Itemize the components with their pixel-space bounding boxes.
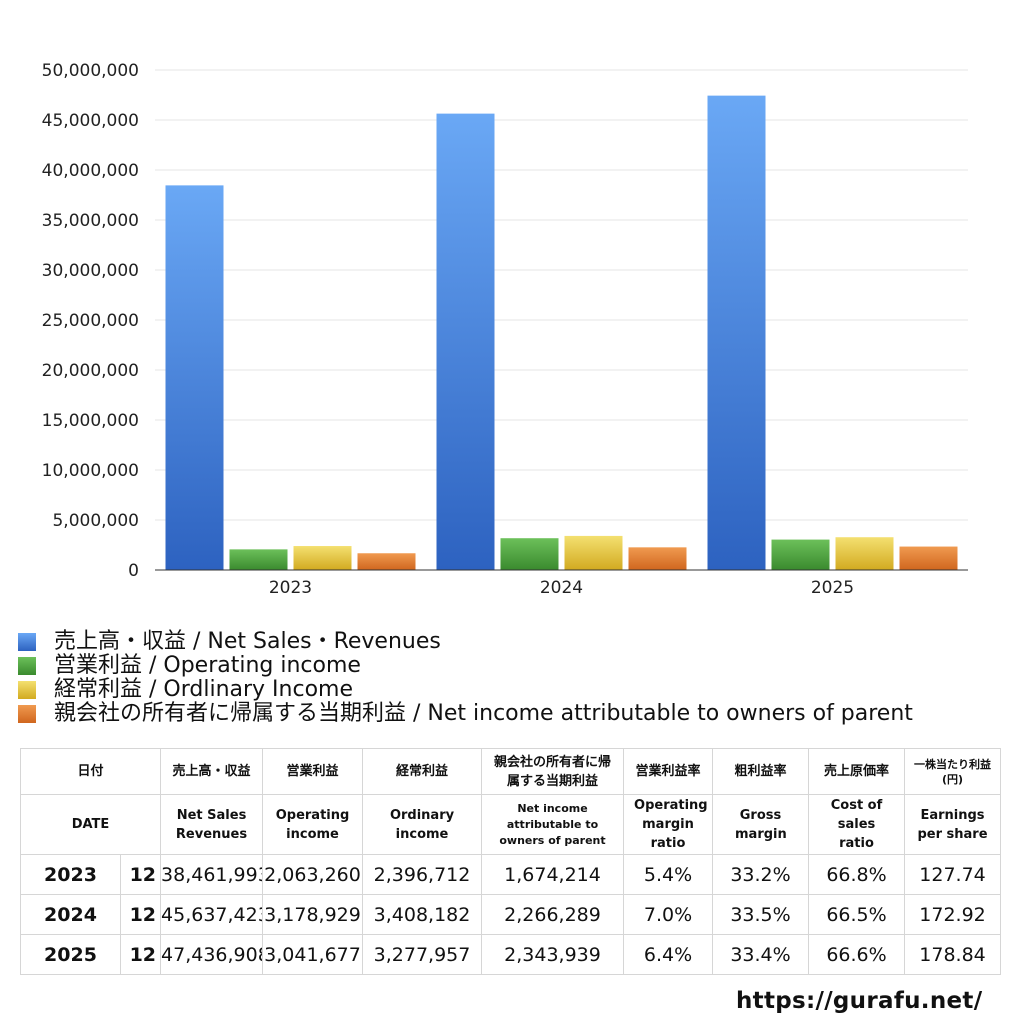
table-row: 2023 12 38,461,993 2,063,260 2,396,712 1… [20, 854, 1002, 895]
table-row: 2024 12 45,637,423 3,178,929 3,408,182 2… [20, 894, 1002, 935]
value-cell: 45,637,423 [160, 894, 264, 935]
value-cell: 5.4% [623, 854, 714, 895]
month-cell: 12 [119, 934, 162, 975]
bar [771, 539, 830, 570]
y-tick-label: 25,000,000 [42, 311, 139, 331]
value-cell: 178.84 [904, 934, 1002, 975]
legend-item-operating-income: 営業利益 / Operating income [18, 654, 913, 678]
value-cell: 3,178,929 [262, 894, 364, 935]
header-cell: 売上原価率 [808, 748, 906, 795]
header-cell: 日付 [19, 748, 162, 795]
legend-label: 営業利益 / Operating income [54, 653, 361, 678]
header-cell: Operating income [262, 794, 364, 855]
y-tick-label: 10,000,000 [42, 461, 139, 481]
value-cell: 3,041,677 [262, 934, 364, 975]
financial-table: 日付 売上高・収益 営業利益 経常利益 親会社の所有者に帰属する当期利益 営業利… [19, 748, 1002, 975]
value-cell: 66.6% [808, 934, 906, 975]
bar [229, 549, 288, 570]
legend-item-revenues: 売上高・収益 / Net Sales・Revenues [18, 630, 913, 654]
value-cell: 2,063,260 [262, 854, 364, 895]
bar [835, 537, 894, 570]
bar [500, 538, 559, 570]
legend-swatch [18, 681, 36, 699]
value-cell: 66.5% [808, 894, 906, 935]
legend-item-ordinary-income: 経常利益 / Ordlinary Income [18, 678, 913, 702]
x-axis-ticks: 2023 2024 2025 [269, 578, 854, 598]
legend-label: 経常利益 / Ordlinary Income [54, 677, 353, 702]
y-tick-label: 5,000,000 [52, 511, 139, 531]
x-tick-label: 2024 [540, 578, 583, 598]
value-cell: 38,461,993 [160, 854, 264, 895]
value-cell: 3,408,182 [362, 894, 483, 935]
table-header-en: DATE Net Sales Revenues Operating income… [19, 794, 1002, 855]
header-cell: 営業利益 [262, 748, 364, 795]
bar [564, 535, 623, 570]
bar [899, 546, 958, 570]
header-cell: Gross margin [712, 794, 810, 855]
header-cell: Operating margin ratio [623, 794, 714, 855]
legend-label: 親会社の所有者に帰属する当期利益 / Net income attributab… [54, 701, 913, 726]
year-cell: 2023 [20, 854, 121, 895]
value-cell: 6.4% [623, 934, 714, 975]
value-cell: 2,343,939 [481, 934, 625, 975]
legend-label: 売上高・収益 / Net Sales・Revenues [54, 629, 441, 654]
bar [357, 553, 416, 570]
bars [165, 95, 958, 571]
value-cell: 127.74 [904, 854, 1002, 895]
value-cell: 66.8% [808, 854, 906, 895]
value-cell: 33.5% [712, 894, 810, 935]
value-cell: 1,674,214 [481, 854, 625, 895]
table-row: 2025 12 47,436,908 3,041,677 3,277,957 2… [20, 934, 1002, 975]
header-cell: Earnings per share [904, 794, 1002, 855]
bar [293, 546, 352, 570]
header-cell: 一株当たり利益(円) [904, 748, 1002, 795]
y-tick-label: 45,000,000 [42, 111, 139, 131]
y-axis-ticks: 0 5,000,000 10,000,000 15,000,000 20,000,000… [42, 61, 139, 581]
value-cell: 172.92 [904, 894, 1002, 935]
month-cell: 12 [119, 894, 162, 935]
value-cell: 47,436,908 [160, 934, 264, 975]
y-tick-label: 50,000,000 [42, 61, 139, 81]
y-tick-label: 40,000,000 [42, 161, 139, 181]
header-cell: Cost of sales ratio [808, 794, 906, 855]
value-cell: 3,277,957 [362, 934, 483, 975]
month-cell: 12 [119, 854, 162, 895]
legend-swatch [18, 657, 36, 675]
legend: 売上高・収益 / Net Sales・Revenues 営業利益 / Opera… [18, 630, 913, 726]
bar [628, 547, 687, 570]
header-cell: Net Sales Revenues [160, 794, 264, 855]
y-tick-label: 30,000,000 [42, 261, 139, 281]
year-cell: 2025 [20, 934, 121, 975]
header-cell: Ordinary income [362, 794, 483, 855]
value-cell: 33.4% [712, 934, 810, 975]
bar [707, 95, 766, 570]
bar [436, 113, 495, 571]
value-cell: 2,266,289 [481, 894, 625, 935]
grid-lines [155, 69, 968, 521]
header-cell: 粗利益率 [712, 748, 810, 795]
header-cell: 経常利益 [362, 748, 483, 795]
header-cell: DATE [19, 794, 162, 855]
legend-swatch [18, 633, 36, 651]
header-cell: 親会社の所有者に帰属する当期利益 [481, 748, 625, 795]
x-tick-label: 2025 [811, 578, 854, 598]
table-header-ja: 日付 売上高・収益 営業利益 経常利益 親会社の所有者に帰属する当期利益 営業利… [19, 748, 1002, 795]
value-cell: 7.0% [623, 894, 714, 935]
bar [165, 185, 224, 570]
y-tick-label: 20,000,000 [42, 361, 139, 381]
y-tick-label: 15,000,000 [42, 411, 139, 431]
year-cell: 2024 [20, 894, 121, 935]
header-cell: Net income attributable to owners of par… [481, 794, 625, 855]
bar-chart: 0 5,000,000 10,000,000 15,000,000 20,000,000… [42, 61, 968, 598]
value-cell: 2,396,712 [362, 854, 483, 895]
legend-swatch [18, 705, 36, 723]
y-tick-label: 35,000,000 [42, 211, 139, 231]
site-url: https://gurafu.net/ [736, 988, 983, 1014]
value-cell: 33.2% [712, 854, 810, 895]
x-tick-label: 2023 [269, 578, 312, 598]
y-tick-label: 0 [128, 561, 139, 581]
legend-item-net-income: 親会社の所有者に帰属する当期利益 / Net income attributab… [18, 702, 913, 726]
header-cell: 売上高・収益 [160, 748, 264, 795]
header-cell: 営業利益率 [623, 748, 714, 795]
